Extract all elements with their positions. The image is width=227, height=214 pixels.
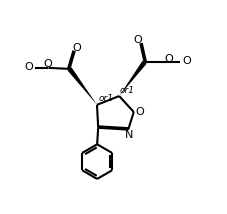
Polygon shape <box>119 61 146 96</box>
Text: O: O <box>43 59 52 70</box>
Text: O: O <box>181 56 190 66</box>
Text: O: O <box>163 54 172 64</box>
Text: O: O <box>133 35 141 45</box>
Text: O: O <box>134 107 143 117</box>
Text: or1: or1 <box>98 94 113 103</box>
Text: O: O <box>24 62 33 72</box>
Text: N: N <box>124 130 133 140</box>
Text: or1: or1 <box>119 86 134 95</box>
Polygon shape <box>67 67 96 105</box>
Text: O: O <box>72 43 81 53</box>
